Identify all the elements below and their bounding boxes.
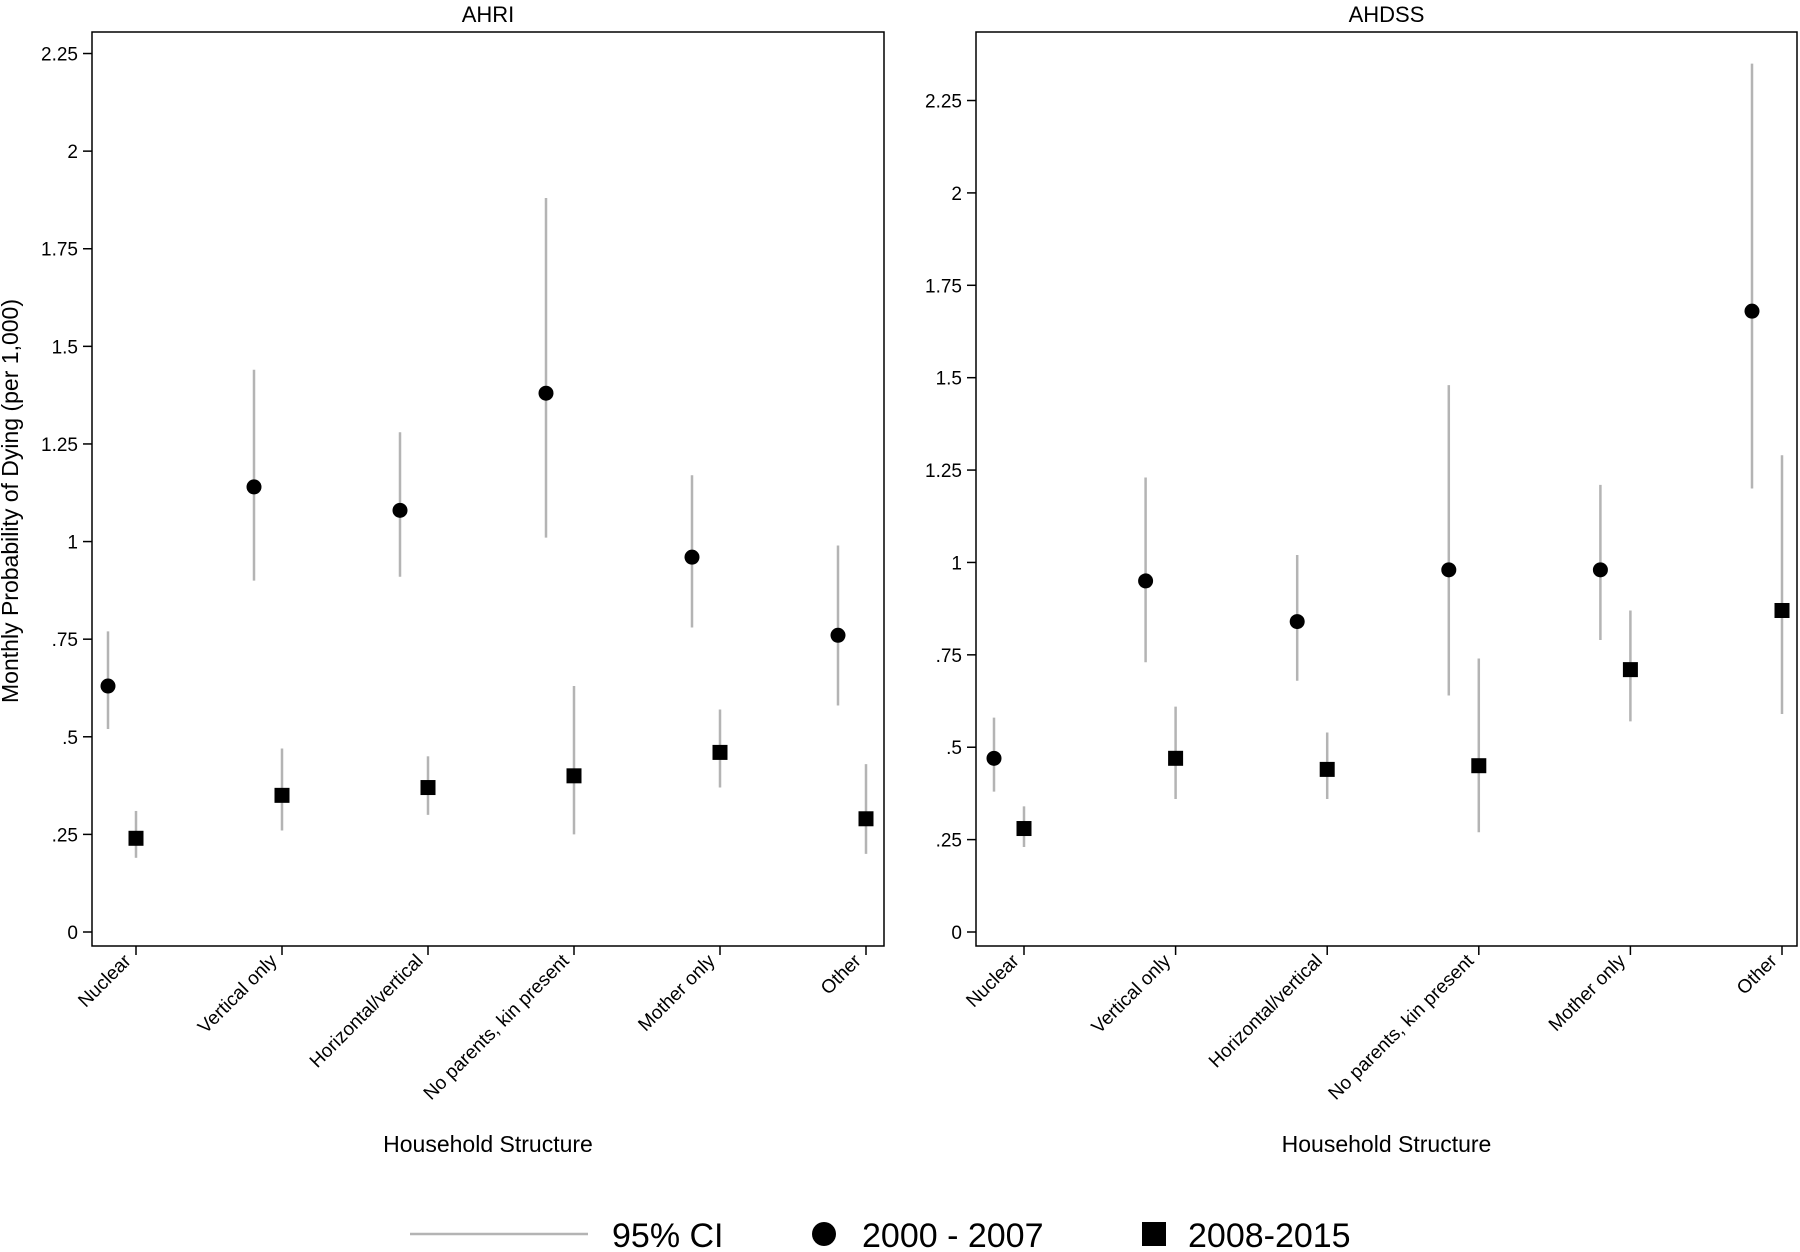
plot-frame [91, 31, 885, 947]
point-2008-2015 [420, 780, 436, 796]
x-tick-label-vertical-only: Vertical only [1088, 950, 1176, 1038]
x-tick-label-mother-only: Mother only [634, 950, 719, 1035]
point-2008-2015 [1016, 821, 1032, 837]
panel-title: AHRI [462, 2, 515, 27]
x-tick-label-horizontal-vertical: Horizontal/vertical [1205, 951, 1327, 1073]
y-tick-label: 1 [67, 533, 78, 554]
point-2000-2007 [538, 385, 554, 401]
x-tick-label-mother-only: Mother only [1545, 950, 1630, 1035]
point-2000-2007 [1592, 562, 1608, 578]
y-tick-label: 2.25 [925, 92, 962, 113]
legend-series2-label: 2008-2015 [1188, 1217, 1351, 1252]
point-2008-2015 [1622, 662, 1638, 678]
point-2008-2015 [1168, 750, 1184, 766]
x-axis-title: Household Structure [1282, 1131, 1492, 1157]
point-2000-2007 [830, 627, 846, 643]
y-tick-label: 1.5 [936, 369, 962, 390]
point-2008-2015 [712, 744, 728, 760]
x-tick-label-no-parents-kin-present: No parents, kin present [1325, 950, 1479, 1104]
y-tick-label: 1.25 [925, 461, 962, 482]
y-axis-title: Monthly Probability of Dying (per 1,000) [0, 299, 23, 703]
x-tick-label-horizontal-vertical: Horizontal/vertical [306, 951, 428, 1073]
legend-ci-label: 95% CI [612, 1217, 724, 1252]
x-axis-title: Household Structure [383, 1131, 593, 1157]
x-tick-label-other: Other [817, 950, 866, 999]
point-2000-2007 [684, 549, 700, 565]
y-tick-label: 2.25 [41, 45, 78, 66]
y-tick-label: 0 [951, 923, 962, 944]
y-tick-label: 1.75 [41, 240, 78, 261]
point-2008-2015 [274, 787, 290, 803]
y-tick-label: .25 [52, 825, 78, 846]
y-tick-label: 0 [67, 923, 78, 944]
y-tick-label: 2 [951, 184, 962, 205]
y-tick-label: 1 [951, 553, 962, 574]
panel-ahdss: AHDSS 0 .25 .5 .75 1 1.25 1.5 1.75 2 2.25 Nuclear Ve… [925, 2, 1798, 1157]
point-2008-2015 [1774, 602, 1790, 618]
y-tick-label: .5 [946, 738, 962, 759]
y-tick-label: 2 [67, 142, 78, 163]
point-2008-2015 [566, 768, 582, 784]
y-tick-label: .5 [62, 728, 78, 749]
legend-series1-label: 2000 - 2007 [862, 1217, 1044, 1252]
panel-ahri: AHRI 0 .25 .5 .75 1 1.25 1.5 1.75 2 2.25 Nuclear Ver… [41, 2, 885, 1157]
point-2000-2007 [1744, 303, 1760, 319]
y-tick-label: 1.75 [925, 276, 962, 297]
plot-frame [975, 31, 1798, 947]
y-tick-label: 1.25 [41, 435, 78, 456]
point-2000-2007 [1138, 573, 1154, 589]
legend-square-marker [1142, 1222, 1166, 1246]
point-2008-2015 [1471, 758, 1487, 774]
legend-circle-marker [812, 1222, 836, 1246]
legend: 95% CI 2000 - 2007 2008-2015 [410, 1217, 1351, 1252]
x-tick-label-no-parents-kin-present: No parents, kin present [420, 950, 574, 1104]
y-tick-label: .25 [936, 831, 962, 852]
point-2000-2007 [392, 502, 408, 518]
point-2000-2007 [246, 479, 262, 495]
point-2008-2015 [128, 830, 144, 846]
point-2008-2015 [1319, 761, 1335, 777]
y-tick-label: .75 [52, 630, 78, 651]
x-tick-label-vertical-only: Vertical only [194, 950, 282, 1038]
x-tick-label-nuclear: Nuclear [962, 950, 1024, 1012]
point-2008-2015 [858, 811, 874, 827]
point-2000-2007 [1441, 562, 1457, 578]
point-2000-2007 [986, 750, 1002, 766]
x-tick-label-other: Other [1733, 950, 1782, 999]
x-tick-label-nuclear: Nuclear [74, 950, 136, 1012]
y-tick-label: .75 [936, 646, 962, 667]
y-tick-label: 1.5 [52, 337, 78, 358]
point-2000-2007 [100, 678, 116, 694]
point-2000-2007 [1289, 614, 1305, 630]
panel-title: AHDSS [1349, 2, 1425, 27]
